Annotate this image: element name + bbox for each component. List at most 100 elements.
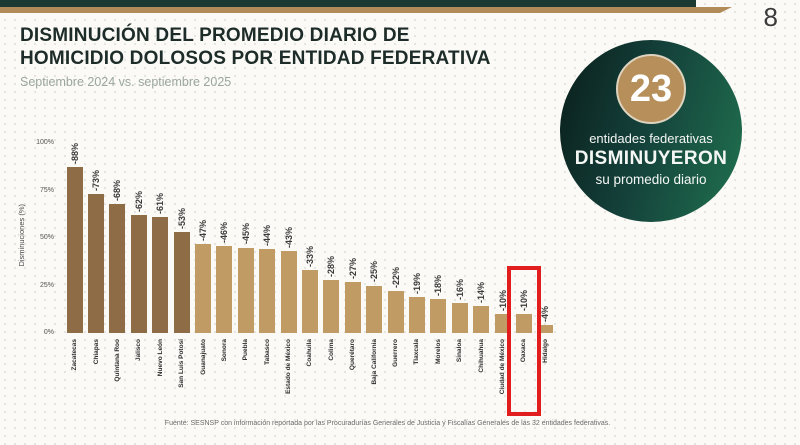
bar [173, 232, 190, 333]
x-axis-label: Chihuahua [477, 339, 485, 373]
bar [366, 285, 383, 333]
bar-value-label: -45% [240, 223, 251, 245]
x-axis-label: Tlaxcala [413, 339, 421, 365]
x-axis-label: Hidalgo [541, 339, 549, 363]
x-label-cell: Jalisco [128, 339, 149, 421]
bar [195, 243, 212, 333]
y-tick-label: 25% [39, 281, 54, 289]
x-axis-label: Morelos [434, 339, 442, 364]
x-axis-label: Tabasco [263, 339, 271, 365]
bar-value-label: -10% [497, 289, 508, 311]
bar [130, 215, 147, 333]
bar-column: -22% [385, 143, 406, 333]
page-subtitle: Septiembre 2024 vs. septiembre 2025 [20, 74, 232, 89]
bar-column: -46% [214, 143, 235, 333]
bar-value-label: -19% [411, 272, 422, 294]
bar-column: -19% [406, 143, 427, 333]
x-label-cell: Chihuahua [470, 339, 491, 421]
bar-value-label: -73% [91, 170, 102, 192]
y-tick-label: 75% [39, 186, 54, 194]
x-label-cell: Chiapas [85, 339, 106, 421]
x-label-cell: Puebla [235, 339, 256, 421]
bar [451, 302, 468, 333]
bar [88, 194, 105, 333]
highlight-box [507, 266, 541, 416]
x-axis-label: Coahuila [306, 339, 314, 367]
x-axis-label: Puebla [242, 339, 250, 361]
bar [537, 325, 554, 333]
bar-column: -10% [492, 143, 513, 333]
x-label-cell: Sinaloa [449, 339, 470, 421]
bar [323, 279, 340, 333]
bar-column: -27% [342, 143, 363, 333]
x-label-cell: Nuevo León [150, 339, 171, 421]
bar-value-label: -22% [390, 267, 401, 289]
x-axis-label: Ciudad de México [499, 339, 506, 395]
bar [259, 249, 276, 333]
bar-chart: Disminuciones (%) 100% 75% 50% 25% 0% -88% -7… [17, 132, 575, 432]
bar [387, 291, 404, 333]
x-axis-label: Estado de México [285, 339, 293, 394]
bar-column: -68% [107, 143, 128, 333]
badge-count: 23 [616, 54, 686, 124]
summary-badge: 23 entidades federativas DISMINUYERON su… [560, 40, 742, 222]
x-label-cell: San Luis Potosí [171, 339, 192, 421]
page-number: 8 [763, 2, 778, 32]
x-axis-label: Zacatecas [71, 339, 79, 371]
x-label-cell: Tlaxcala [406, 339, 427, 421]
y-axis-title: Disminuciones (%) [17, 204, 26, 267]
page-title: DISMINUCIÓN DEL PROMEDIO DIARIO DE HOMIC… [20, 25, 491, 69]
x-label-cell: Coahuila [299, 339, 320, 421]
x-label-cell: Zacatecas [64, 339, 85, 421]
bar [494, 314, 511, 333]
x-axis-label: Nuevo León [156, 339, 164, 377]
x-label-cell: Baja California [363, 339, 384, 421]
x-axis-label: Colima [327, 339, 335, 361]
badge-line1: entidades federativas [589, 131, 713, 146]
bar [344, 281, 361, 333]
bar-value-label: -4% [540, 306, 551, 323]
x-label-cell: Guerrero [385, 339, 406, 421]
x-label-cell: Tabasco [257, 339, 278, 421]
top-accent-bar-teal [0, 0, 696, 7]
bar-column: -45% [235, 143, 256, 333]
y-tick-label: 0% [43, 329, 54, 336]
bar-value-label: -27% [347, 257, 358, 279]
bar-column: -88% [64, 143, 85, 333]
bar-column: -10% [507, 143, 541, 416]
x-label-cell: Quintana Roo [107, 339, 128, 421]
bar [301, 270, 318, 333]
bar-column: -14% [470, 143, 491, 333]
x-label-cell: Colima [321, 339, 342, 421]
bar-column: -25% [363, 143, 384, 333]
bar-value-label: -43% [283, 227, 294, 249]
bar [515, 314, 532, 333]
source-footnote: Fuente: SESNSP con información reportada… [164, 420, 611, 427]
x-axis-label: Baja California [370, 339, 378, 385]
x-axis-label: Sonora [220, 339, 228, 362]
bar-value-label: -44% [262, 225, 273, 247]
badge-line2: DISMINUYERON [574, 148, 728, 169]
bar-value-label: -68% [112, 179, 123, 201]
bar-value-label: -88% [69, 143, 80, 165]
bar [280, 251, 297, 333]
bar-value-label: -14% [476, 282, 487, 304]
bar-column: -44% [257, 143, 278, 333]
x-axis-label: Chiapas [92, 339, 100, 365]
bar [430, 298, 447, 333]
bar-column: -16% [449, 143, 470, 333]
bar [216, 245, 233, 333]
x-label-cell: Sonora [214, 339, 235, 421]
x-label-cell: Estado de México [278, 339, 299, 421]
y-tick-label: 100% [36, 139, 54, 146]
bar-column: -53% [171, 143, 192, 333]
bar-value-label: -25% [369, 261, 380, 283]
bar [408, 296, 425, 333]
x-label-cell: Morelos [428, 339, 449, 421]
bar-value-label: -61% [155, 193, 166, 215]
chart-xlabels: Zacatecas Chiapas Quintana Roo Jalisco Nuevo… [64, 339, 556, 421]
bar [152, 217, 169, 333]
bar-value-label: -46% [219, 221, 230, 243]
x-axis-label: San Luis Potosí [178, 339, 186, 388]
